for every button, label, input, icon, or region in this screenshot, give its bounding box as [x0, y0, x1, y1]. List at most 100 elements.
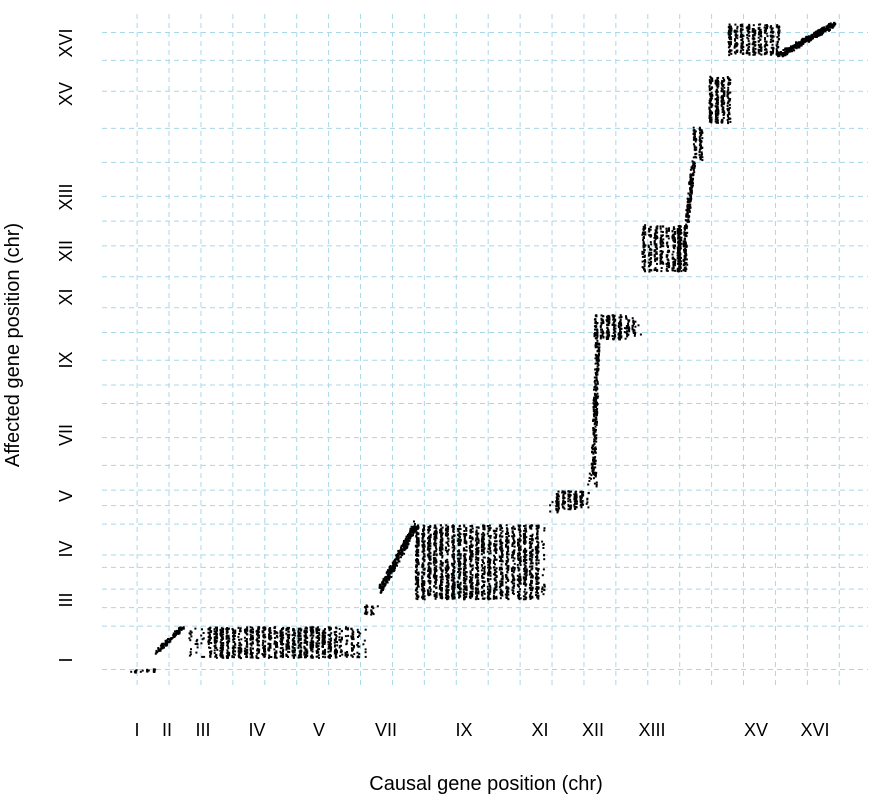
data-point: [189, 639, 192, 642]
data-point: [434, 580, 437, 583]
data-point: [445, 571, 448, 574]
data-point: [623, 327, 626, 330]
data-point: [234, 646, 237, 649]
data-point: [648, 270, 651, 273]
data-point: [429, 588, 432, 591]
data-point: [594, 401, 597, 404]
data-point: [507, 535, 510, 537]
data-point: [523, 581, 526, 584]
data-point: [237, 635, 240, 638]
data-point: [413, 528, 416, 531]
data-point: [628, 319, 631, 322]
data-point: [627, 320, 630, 323]
data-point: [626, 332, 629, 335]
data-point: [593, 443, 596, 445]
data-point: [596, 345, 599, 348]
data-point: [594, 411, 597, 414]
data-point: [573, 496, 576, 498]
data-point: [665, 235, 668, 238]
data-point: [495, 530, 498, 532]
data-point: [671, 256, 674, 259]
data-point: [457, 560, 460, 563]
data-point: [680, 260, 683, 263]
data-point: [594, 475, 597, 478]
data-point: [364, 610, 367, 613]
data-point: [273, 632, 276, 635]
data-point: [523, 539, 526, 542]
data-point: [456, 550, 459, 553]
data-point: [427, 562, 430, 565]
data-point: [287, 635, 290, 638]
data-point: [667, 265, 670, 268]
data-point: [676, 262, 679, 265]
data-point: [593, 466, 595, 469]
data-point: [685, 245, 688, 248]
data-point: [285, 628, 288, 630]
data-point: [404, 543, 407, 546]
data-point: [433, 566, 436, 569]
data-point: [447, 533, 449, 536]
data-point: [417, 563, 420, 566]
data-point: [530, 524, 533, 527]
data-point: [684, 240, 687, 243]
data-point: [415, 559, 417, 562]
data-point: [677, 259, 680, 262]
data-point: [441, 597, 443, 600]
data-point: [178, 632, 181, 635]
data-point: [529, 540, 532, 543]
data-point: [563, 490, 566, 493]
data-point: [310, 630, 312, 633]
data-point: [673, 258, 676, 261]
data-point: [464, 572, 467, 575]
data-point: [654, 235, 657, 238]
data-point: [482, 585, 484, 588]
data-point: [543, 554, 545, 557]
data-point: [335, 653, 338, 655]
data-point: [435, 592, 438, 595]
data-point: [339, 651, 342, 654]
data-point: [356, 628, 359, 631]
data-point: [677, 268, 680, 271]
data-point: [396, 556, 399, 558]
data-point: [469, 597, 472, 600]
data-point: [512, 559, 515, 562]
data-point: [458, 525, 461, 528]
data-point: [427, 546, 430, 549]
data-point: [678, 265, 681, 267]
data-point: [330, 632, 333, 635]
data-point: [530, 551, 533, 554]
data-point: [494, 583, 497, 586]
data-point: [215, 656, 218, 659]
data-point: [234, 629, 237, 632]
data-point: [422, 534, 425, 537]
data-point: [643, 248, 646, 251]
data-point: [612, 321, 615, 324]
data-point: [417, 524, 420, 527]
data-point: [304, 637, 307, 640]
data-point: [232, 638, 235, 641]
data-point: [641, 266, 644, 269]
data-point: [208, 638, 211, 641]
data-point: [487, 596, 490, 599]
data-point: [268, 649, 271, 652]
data-point: [208, 634, 211, 637]
data-point: [531, 596, 534, 599]
data-point: [537, 543, 540, 546]
data-point: [257, 651, 260, 654]
data-point: [595, 397, 598, 400]
data-point: [662, 238, 665, 241]
data-point: [317, 632, 320, 634]
data-point: [500, 545, 503, 548]
data-point: [686, 210, 689, 213]
data-point: [279, 631, 282, 634]
data-point: [551, 501, 554, 504]
data-point: [276, 632, 279, 635]
data-point: [274, 654, 277, 657]
data-point: [470, 585, 472, 588]
data-point: [678, 243, 681, 246]
data-point: [537, 569, 540, 572]
data-point: [501, 551, 503, 554]
data-point: [685, 262, 688, 264]
data-point: [422, 545, 425, 548]
data-point: [536, 529, 539, 532]
